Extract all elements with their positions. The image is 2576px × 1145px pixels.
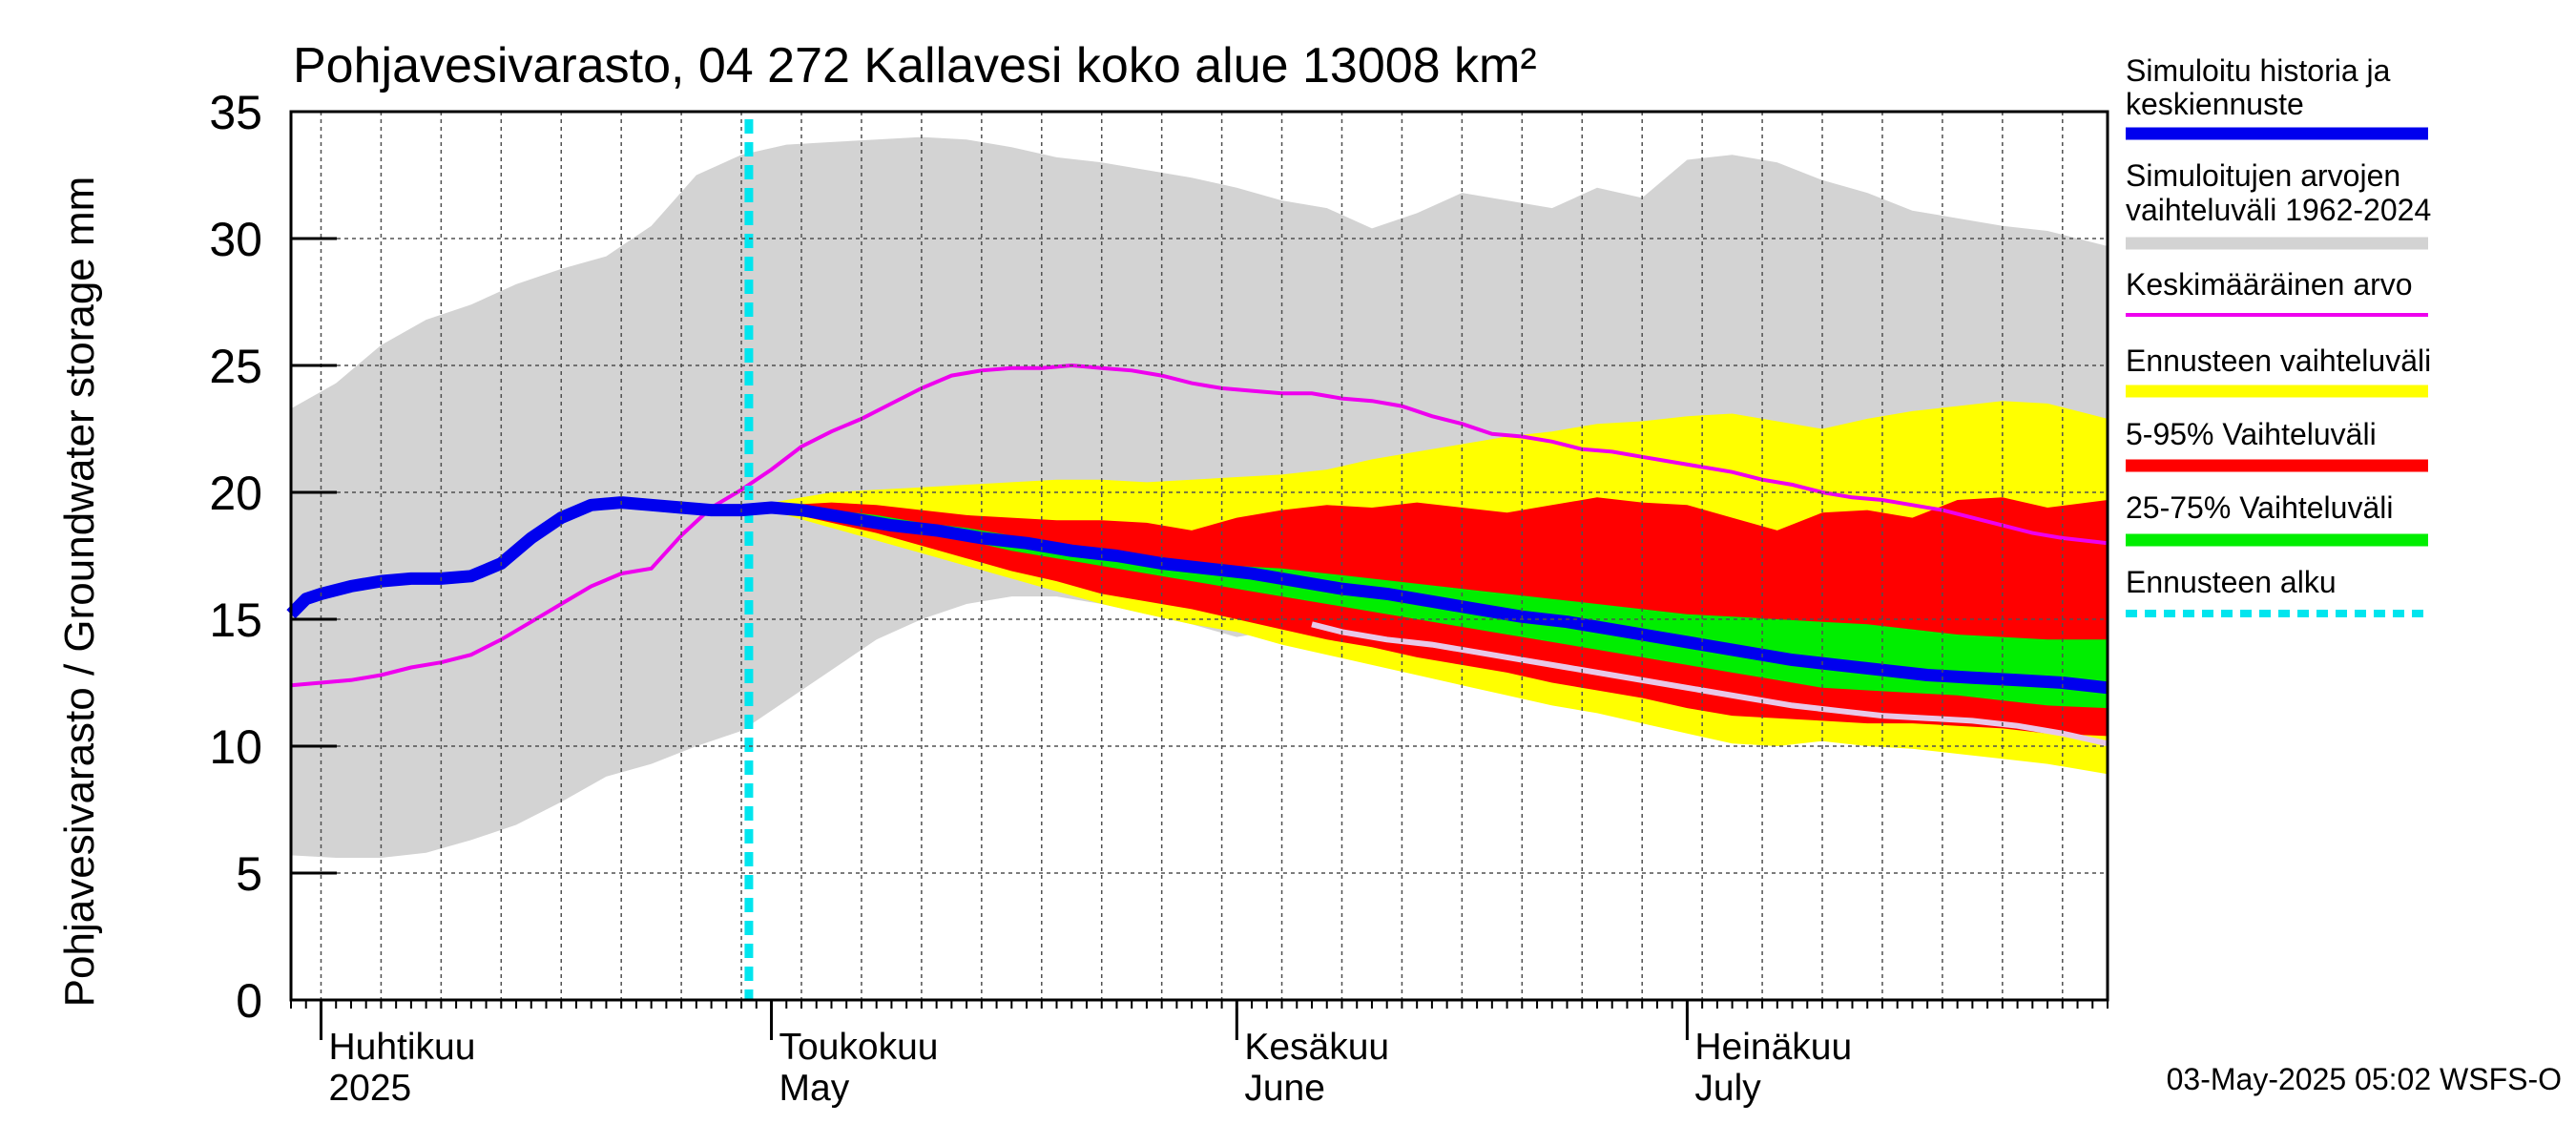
y-tick-label: 20 — [209, 467, 262, 520]
y-tick-label: 5 — [236, 847, 262, 901]
legend-label: Simuloitujen arvojen — [2126, 158, 2400, 193]
legend-item-forecast_start: Ennusteen alku — [2126, 565, 2428, 617]
x-month-label: Huhtikuu — [328, 1027, 475, 1068]
legend-item-p25_75: 25-75% Vaihteluväli — [2126, 490, 2428, 547]
legend-label: keskiennuste — [2126, 87, 2304, 121]
y-tick-label: 35 — [209, 86, 262, 139]
legend-label: Keskimääräinen arvo — [2126, 267, 2413, 302]
plot-area — [286, 119, 2109, 1000]
x-month-label: Toukokuu — [779, 1027, 939, 1068]
legend-item-mean: Keskimääräinen arvo — [2126, 267, 2428, 317]
legend: Simuloitu historia jakeskiennusteSimuloi… — [2126, 53, 2431, 617]
legend-label: 5-95% Vaihteluväli — [2126, 417, 2377, 451]
chart-title: Pohjavesivarasto, 04 272 Kallavesi koko … — [293, 38, 1537, 94]
y-tick-label: 10 — [209, 720, 262, 774]
legend-label: Ennusteen vaihteluväli — [2126, 344, 2431, 378]
legend-label: Simuloitu historia ja — [2126, 53, 2391, 88]
legend-item-forecast_range: Ennusteen vaihteluväli — [2126, 344, 2431, 398]
y-tick-label: 25 — [209, 340, 262, 393]
x-month-label-en: June — [1244, 1068, 1325, 1109]
mean-line — [290, 363, 2109, 688]
y-tick-label: 15 — [209, 593, 262, 647]
timestamp: 03-May-2025 05:02 WSFS-O — [2167, 1062, 2562, 1096]
x-month-label: Heinäkuu — [1694, 1027, 1852, 1068]
legend-item-p5_95: 5-95% Vaihteluväli — [2126, 417, 2428, 472]
x-month-label-en: July — [1694, 1068, 1761, 1109]
forecast-lower-line — [1311, 621, 2109, 747]
legend-label: Ennusteen alku — [2126, 565, 2337, 599]
axes: 05101520253035Huhtikuu2025ToukokuuMayKes… — [209, 86, 2109, 1109]
y-tick-label: 30 — [209, 213, 262, 266]
legend-label: 25-75% Vaihteluväli — [2126, 490, 2393, 525]
x-month-label-en: 2025 — [328, 1068, 411, 1109]
x-month-label-en: May — [779, 1068, 850, 1109]
plot-frame — [289, 110, 2109, 1002]
y-tick-label: 0 — [236, 974, 262, 1028]
x-month-label: Kesäkuu — [1244, 1027, 1389, 1068]
y-axis-label: Pohjavesivarasto / Groundwater storage m… — [56, 177, 103, 1008]
legend-label: vaihteluväli 1962-2024 — [2126, 193, 2431, 227]
